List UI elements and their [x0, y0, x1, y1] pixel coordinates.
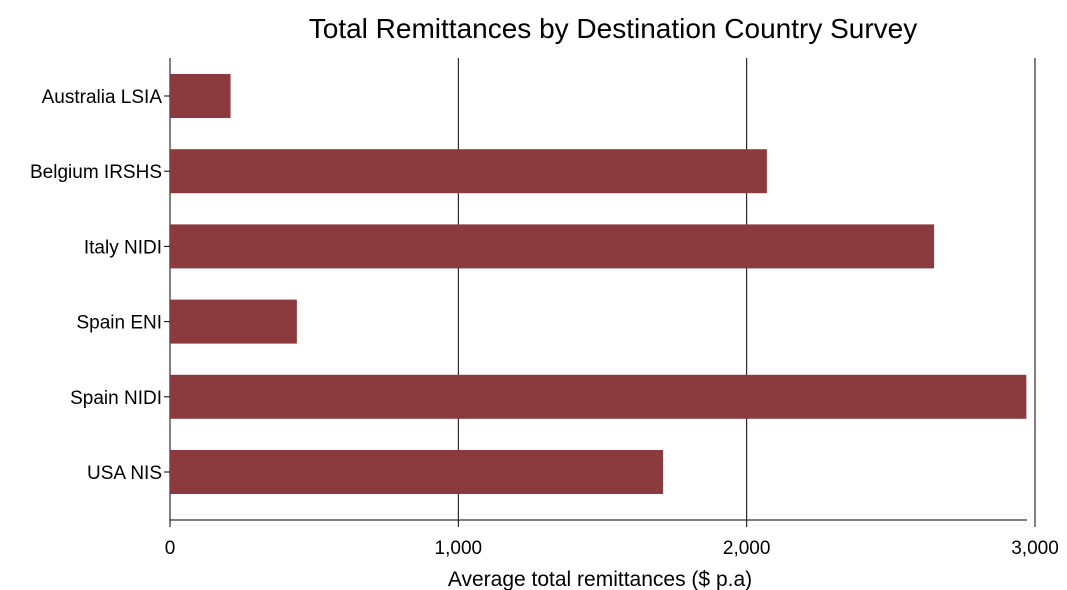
category-label-1: Belgium IRSHS [30, 162, 162, 183]
bar-0 [170, 74, 231, 118]
category-label-4: Spain NIDI [70, 388, 162, 409]
bar-1 [170, 149, 767, 194]
category-label-2: Italy NIDI [84, 237, 162, 258]
x-axis-ticks: 0 1,000 2,000 3,000 [165, 520, 1059, 559]
chart-title: Total Remittances by Destination Country… [309, 13, 918, 44]
x-tick-label-3: 3,000 [1011, 538, 1059, 559]
gridlines [169, 58, 1036, 520]
bars [170, 74, 1027, 494]
category-label-0: Australia LSIA [42, 87, 163, 108]
x-tick-label-2: 2,000 [723, 538, 771, 559]
bar-3 [170, 299, 297, 344]
category-labels: Australia LSIA Belgium IRSHS Italy NIDI Spa… [30, 87, 170, 484]
category-label-5: USA NIS [87, 463, 162, 484]
category-label-3: Spain ENI [76, 313, 162, 334]
bar-5 [170, 450, 664, 494]
x-tick-label-0: 0 [165, 538, 176, 559]
x-axis-title: Average total remittances ($ p.a) [448, 568, 752, 590]
x-tick-label-1: 1,000 [435, 538, 483, 559]
bar-2 [170, 224, 935, 269]
bar-4 [170, 374, 1027, 419]
